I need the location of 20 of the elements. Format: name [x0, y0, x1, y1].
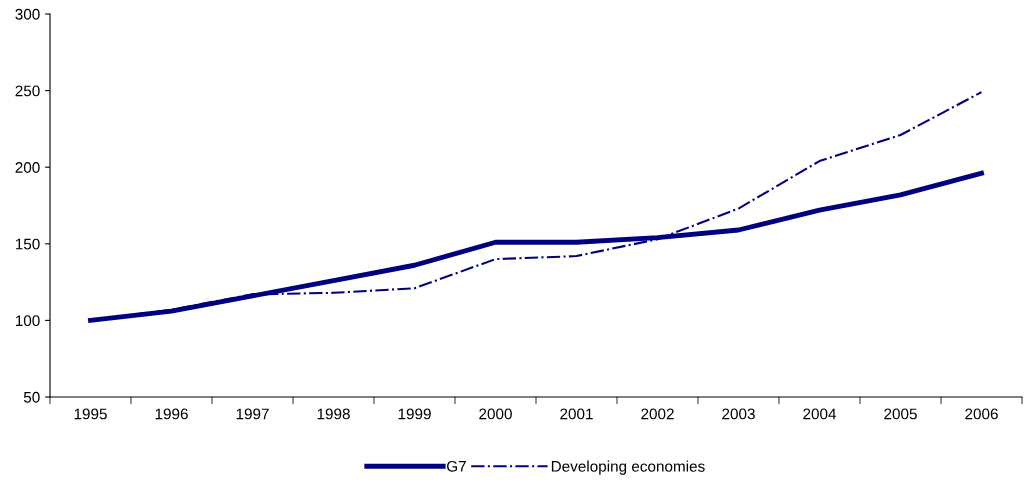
y-tick-label: 300 — [15, 8, 40, 20]
x-tick-label: 1997 — [236, 408, 269, 420]
y-tick-label: 100 — [15, 315, 40, 327]
y-tick-label: 50 — [23, 391, 40, 403]
x-tick-label: 1995 — [74, 408, 107, 420]
x-tick-label: 2005 — [884, 408, 917, 420]
legend-label: G7 — [447, 460, 466, 472]
x-tick-label: 2001 — [560, 408, 593, 420]
x-tick-label: 2000 — [479, 408, 512, 420]
y-tick-label: 150 — [15, 238, 40, 250]
legend-label: Developing economies — [551, 460, 705, 475]
y-tick-label: 200 — [15, 162, 40, 173]
x-tick-label: 1998 — [317, 408, 350, 420]
x-tick-label: 1999 — [398, 408, 431, 420]
x-tick-label: 2006 — [965, 408, 998, 420]
x-tick-label: 2004 — [803, 408, 837, 420]
y-tick-label: 250 — [15, 85, 40, 97]
x-tick-label: 2003 — [722, 408, 755, 420]
x-tick-label: 1996 — [155, 408, 188, 420]
x-tick-label: 2002 — [641, 408, 674, 420]
